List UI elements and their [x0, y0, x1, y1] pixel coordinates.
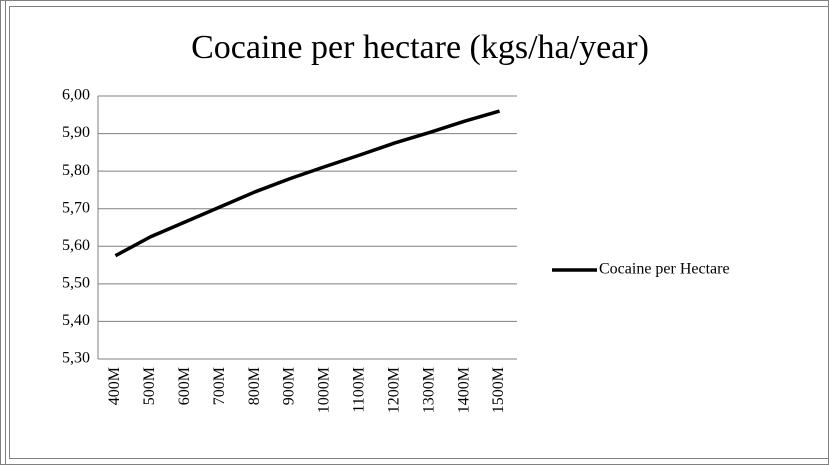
y-tick-label: 5,70 [62, 199, 90, 216]
x-tick-label: 900M [281, 367, 298, 405]
y-tick-label: 5,30 [62, 350, 90, 367]
x-tick-label: 700M [211, 367, 228, 405]
x-tick-label: 800M [246, 367, 263, 405]
x-tick-label: 600M [176, 367, 193, 405]
y-tick-label: 6,00 [62, 87, 90, 104]
y-tick-label: 5,60 [62, 237, 90, 254]
chart-title: Cocaine per hectare (kgs/ha/year) [191, 29, 649, 66]
x-tick-label: 1300M [420, 367, 437, 413]
x-tick-label: 500M [141, 367, 158, 405]
y-tick-label: 5,50 [62, 275, 90, 292]
x-tick-label: 1100M [351, 367, 368, 413]
x-tick-label: 1000M [316, 367, 333, 413]
line-series [114, 109, 501, 258]
x-tick-label: 400M [106, 367, 123, 405]
x-tick-label: 1500M [490, 367, 507, 413]
x-tick-label: 1400M [455, 367, 472, 413]
y-tick-label: 5,80 [62, 162, 90, 179]
x-tick-label: 1200M [385, 367, 402, 413]
legend-label: Cocaine per Hectare [599, 261, 730, 278]
y-tick-label: 5,40 [62, 312, 90, 329]
y-tick-label: 5,90 [62, 124, 90, 141]
